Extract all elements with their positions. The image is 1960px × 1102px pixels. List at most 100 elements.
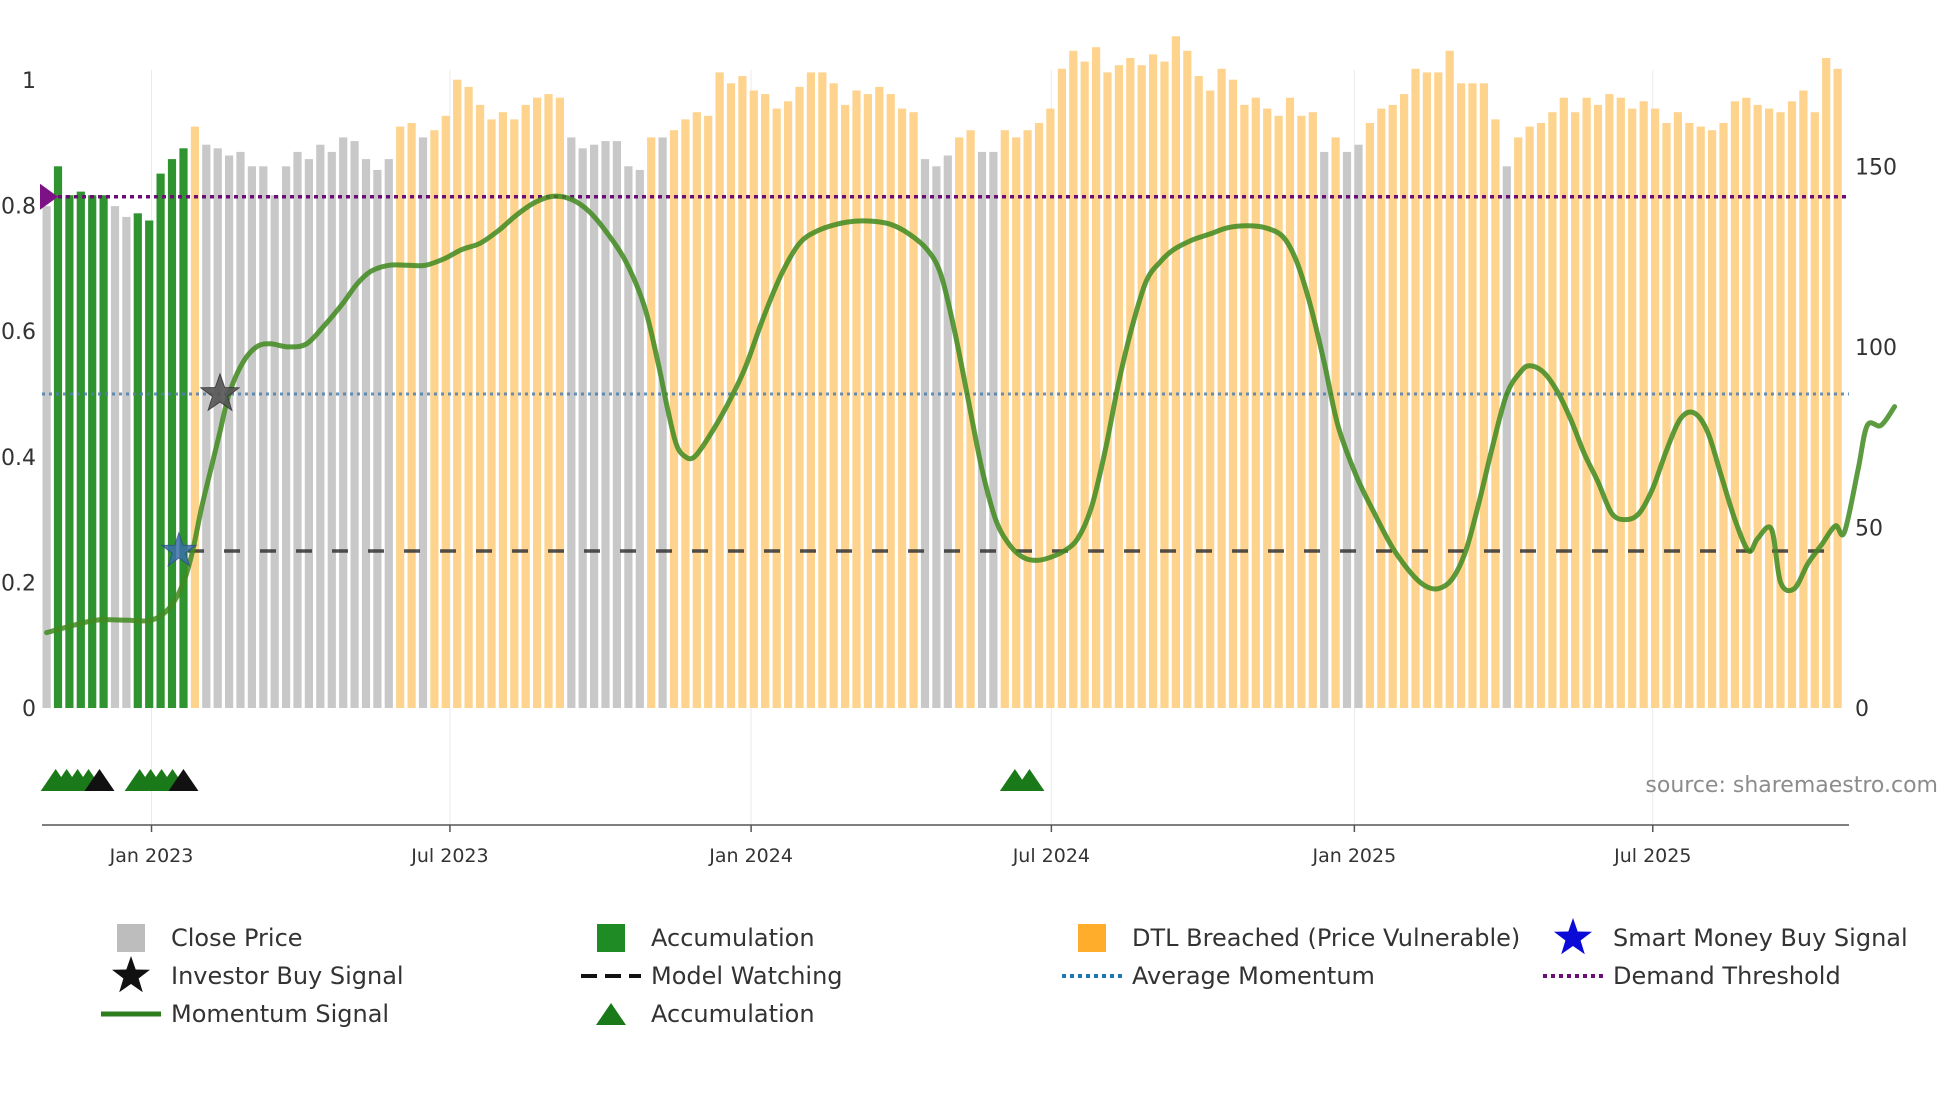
price-bar-close	[1502, 166, 1511, 709]
price-bar-dtl	[715, 72, 724, 708]
investor-buy-signal-star	[199, 372, 241, 412]
price-bar-close	[122, 216, 131, 708]
reference-lines	[40, 183, 1849, 553]
price-bar-dtl	[1126, 58, 1135, 708]
price-bar-dtl	[1137, 65, 1146, 708]
price-bar-dtl	[1582, 97, 1591, 708]
price-bar-dtl	[1571, 112, 1580, 708]
price-bar-dtl	[1708, 130, 1717, 708]
price-bar-dtl	[476, 104, 485, 708]
price-bar-close	[989, 151, 998, 708]
price-bar-dtl	[1662, 123, 1671, 708]
legend-square-0	[117, 924, 145, 952]
left-tick-label: 0.6	[1, 320, 36, 345]
price-bar-dtl	[1240, 104, 1249, 708]
left-tick-label: 0.4	[1, 446, 36, 471]
price-bar-dtl	[1593, 104, 1603, 708]
price-bar-dtl	[407, 123, 416, 708]
signal-markers	[40, 372, 1045, 791]
signal-triangle	[168, 769, 199, 791]
right-tick-label: 100	[1855, 336, 1897, 361]
price-bar-dtl	[1069, 50, 1078, 709]
price-bar-dtl	[1833, 68, 1842, 709]
price-bar-dtl	[1160, 61, 1169, 709]
price-bar-dtl	[909, 112, 918, 708]
legend-label: Smart Money Buy Signal	[1613, 924, 1908, 952]
price-bar-dtl	[761, 94, 770, 709]
legend-label: Average Momentum	[1132, 962, 1375, 990]
price-bar-dtl	[1308, 112, 1317, 708]
price-bar-close	[932, 166, 941, 709]
legend-label: Demand Threshold	[1613, 962, 1841, 990]
price-bar-close	[304, 159, 313, 709]
price-bar-dtl	[1776, 112, 1785, 708]
price-bar-close	[350, 141, 359, 709]
price-bar-dtl	[1251, 97, 1260, 708]
legend-label: Momentum Signal	[171, 1000, 389, 1028]
left-tick-label: 0.2	[1, 571, 36, 596]
left-tick-label: 0.8	[1, 195, 36, 220]
price-bar-dtl	[555, 97, 564, 708]
price-bar-close	[316, 144, 325, 708]
price-bar-close	[1354, 144, 1363, 708]
price-bar-dtl	[1263, 108, 1272, 709]
legend-label: Model Watching	[651, 962, 843, 990]
left-tick-label: 1	[22, 69, 36, 94]
momentum-signal	[44, 193, 1898, 636]
price-bar-dtl	[681, 119, 690, 708]
legend-star-4	[112, 956, 150, 993]
price-bar-dtl	[544, 94, 553, 709]
momentum-signal-line	[44, 193, 1898, 636]
price-bar-dtl	[1217, 68, 1226, 709]
price-bar-dtl	[886, 94, 895, 709]
legend-label: DTL Breached (Price Vulnerable)	[1132, 924, 1520, 952]
price-bar-dtl	[1057, 68, 1066, 709]
price-bar-dtl	[1822, 58, 1831, 708]
x-tick-label: Jul 2024	[1012, 845, 1090, 867]
price-bar-dtl	[1491, 119, 1500, 708]
price-bar-close	[236, 151, 245, 708]
price-bar-dtl	[1183, 50, 1192, 709]
price-bar-close	[42, 206, 51, 708]
price-bar-dtl	[738, 76, 747, 709]
price-bar-dtl	[772, 108, 781, 709]
price-bar-dtl	[1400, 94, 1409, 709]
price-bar-dtl	[1651, 108, 1660, 709]
price-bar-dtl	[1548, 112, 1557, 708]
price-bar-dtl	[647, 137, 656, 708]
price-bar-dtl	[1479, 83, 1488, 709]
price-bar-dtl	[1753, 104, 1762, 708]
price-bar-close	[624, 166, 633, 709]
axes: Jan 2023 Jul 2023 Jan 2024 Jul 2024 Jan 2025…	[1, 69, 1897, 867]
price-bar-dtl	[863, 94, 872, 709]
price-bar-dtl	[533, 97, 542, 708]
price-bar-dtl	[1639, 101, 1648, 709]
price-bar-dtl	[1673, 112, 1682, 708]
price-bar-dtl	[1422, 72, 1431, 708]
price-bar-dtl	[1810, 112, 1819, 708]
price-bar-dtl	[396, 126, 405, 709]
price-bar-accumulation	[167, 159, 177, 709]
price-bar-close	[361, 159, 371, 709]
price-bar-dtl	[1171, 36, 1180, 709]
price-bar-close	[110, 206, 120, 708]
price-bar-dtl	[1411, 68, 1420, 709]
source-label: source: sharemaestro.com	[1645, 773, 1938, 798]
price-bar-accumulation	[133, 213, 142, 709]
price-bar-accumulation	[145, 220, 154, 708]
price-bar-close	[225, 155, 234, 708]
price-bar-close	[202, 144, 211, 708]
price-bar-dtl	[1514, 137, 1523, 708]
price-bar-dtl	[1297, 115, 1306, 709]
x-tick-label: Jan 2025	[1312, 845, 1397, 867]
legend-label: Accumulation	[651, 924, 815, 952]
price-bar-close	[590, 144, 599, 708]
price-bar-dtl	[875, 86, 884, 708]
price-bar-dtl	[1285, 97, 1295, 708]
price-bar-close	[270, 195, 279, 708]
legend-label: Close Price	[171, 924, 303, 952]
price-bar-dtl	[1388, 104, 1397, 708]
signal-triangle	[84, 769, 115, 791]
price-bar-dtl	[1012, 137, 1021, 708]
